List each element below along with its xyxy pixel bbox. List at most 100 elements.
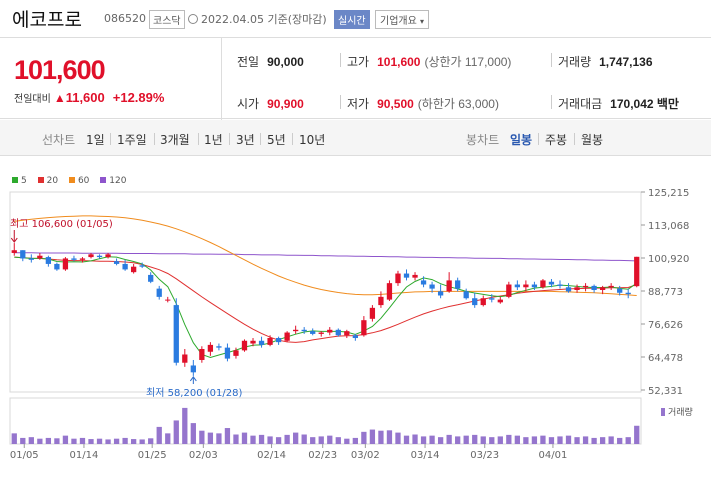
field-open: 시가 90,900 [237,95,304,112]
candle-body [327,329,333,333]
field-high: 고가 101,600 (상한가 117,000) [340,53,511,70]
candle-body [88,254,94,258]
legend-swatch [68,177,75,183]
candle-body [250,340,256,344]
field-value: 90,900 [267,97,304,111]
volume-bar [310,437,316,444]
price-chart[interactable]: 125,215 113,068 100,920 88,773 76,626 64,478 5… [0,156,711,477]
volume-bar [531,436,538,444]
candle-body [96,255,103,258]
candle-body [437,291,444,296]
candle-body [557,284,563,286]
period-1d[interactable]: 1일 [86,133,105,147]
field-sub: (하한가 63,000) [417,97,499,111]
legend-ma5: 5 [12,176,27,186]
field-key: 저가 [347,97,370,111]
period-1w[interactable]: 1주일 [117,133,147,147]
volume-bar [591,437,597,444]
candle-body [258,340,265,345]
candle-body [233,350,239,356]
plot-frame [9,191,642,393]
candle-body [71,258,77,260]
divider [551,95,552,109]
candle-body [284,332,290,341]
candle-body [531,284,538,288]
candle-body [62,258,69,270]
volume-bar [599,437,606,444]
period-weekly[interactable]: 주봉 [545,133,568,147]
volume-bar [37,438,43,444]
x-tick-label: 01/14 [70,450,99,461]
company-overview-dropdown[interactable]: 기업개요 ▾ [375,10,430,29]
clock-icon [188,14,198,24]
volume-bar [327,435,333,444]
divider [110,133,111,145]
realtime-button[interactable]: 실시간 [334,10,370,29]
volume-bar [548,437,555,444]
candle-body [506,284,512,297]
candle-body [617,288,623,293]
legend-label: 60 [77,176,90,186]
candle-body [429,284,435,289]
legend-label: 20 [46,176,59,186]
period-monthly[interactable]: 월봉 [581,133,604,147]
candle-body [130,266,137,273]
y-tick-label: 52,331 [648,386,683,397]
period-10y[interactable]: 10년 [299,133,326,147]
quote-panel: 101,600 전일대비 ▲11,600 +12.89% 전일 90,000 고가 10… [0,37,711,120]
volume-bar [412,434,418,444]
overview-label: 기업개요 [380,16,417,27]
volume-bar [20,437,26,444]
up-arrow-icon [189,376,197,382]
volume-bar [207,432,214,444]
volume-bar [71,438,77,444]
period-1y[interactable]: 1년 [204,133,223,147]
field-value: 90,500 [377,97,414,111]
legend-swatch [100,177,107,183]
volume-bar [582,436,589,444]
candle-body [455,280,461,289]
field-prev-close: 전일 90,000 [237,53,304,70]
candle-body [199,349,205,360]
volume-bars [11,407,640,444]
candle-body [403,273,410,278]
field-volume: 거래량 1,747,136 [551,53,653,70]
volume-bar [565,435,572,444]
candle-body [216,346,222,348]
period-5y[interactable]: 5년 [267,133,286,147]
period-3y[interactable]: 3년 [236,133,255,147]
stock-header: 에코프로 086520 코스닥 2022.04.05 기준(장마감) 실시간 기… [0,0,711,36]
y-tick-label: 125,215 [648,188,689,199]
chart-grid [9,191,642,445]
period-3m[interactable]: 3개월 [160,133,190,147]
volume-bar [62,435,69,444]
candle-body [369,307,376,319]
candle-body [241,340,248,351]
high-annotation: 최고 106,600 (01/05) [10,218,113,230]
volume-bar [293,432,299,444]
volume-bar [122,437,128,444]
annotations: 최고 106,600 (01/05) 최저 58,200 (01/28) 거래량 [10,218,693,418]
candle-body [497,299,503,303]
up-arrow-icon: ▲ [53,91,66,105]
volume-legend-swatch [661,408,665,416]
volume-bar [45,437,52,444]
volume-bar [79,437,86,444]
field-key: 거래대금 [558,97,603,111]
candle-body [190,365,196,373]
volume-bar [139,439,145,444]
field-value: 1,747,136 [599,55,653,69]
as-of-text: 2022.04.05 기준(장마감) [201,13,327,26]
volume-bar [489,437,495,444]
moving-average-lines [14,215,637,359]
candle-body [28,258,34,260]
volume-bar [335,437,341,444]
candle-body [344,331,350,336]
down-arrow-icon [10,237,18,243]
candle-body [489,298,495,300]
current-price: 101,600 [14,55,106,85]
candle-body [156,288,162,297]
candle-body [105,254,111,258]
period-daily[interactable]: 일봉 [510,133,533,147]
candle-body [386,283,393,300]
